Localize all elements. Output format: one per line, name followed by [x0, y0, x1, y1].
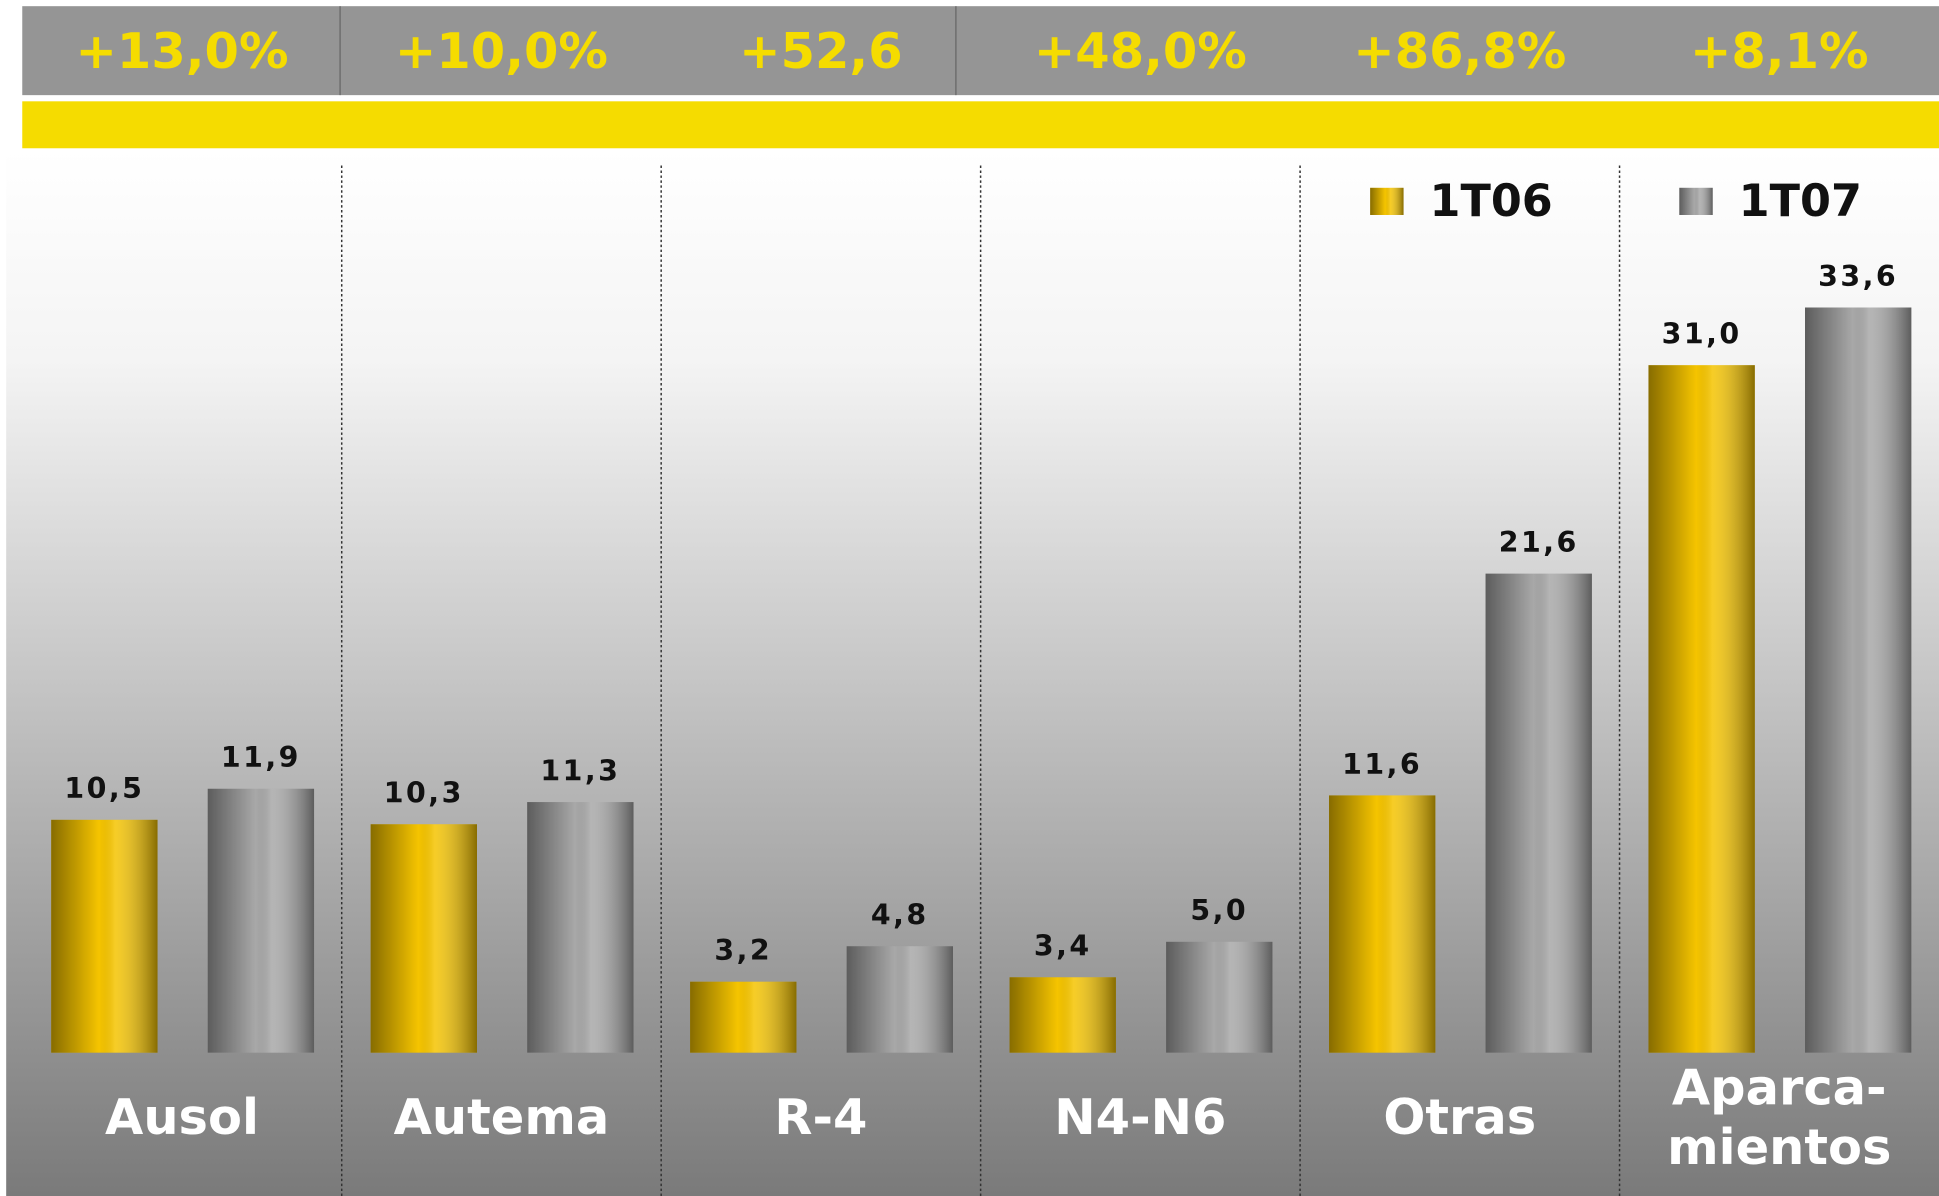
- value-label: 5,0: [1190, 894, 1248, 927]
- bar-shading: [207, 788, 315, 1053]
- header-stripe: [22, 101, 1939, 149]
- bar-shading: [527, 802, 634, 1053]
- value-label: 11,3: [540, 754, 620, 787]
- value-label: 11,6: [1342, 748, 1422, 781]
- legend-swatch-shading: [1679, 187, 1713, 215]
- bar-shading: [1485, 573, 1592, 1053]
- x-tick-label: Autema: [393, 1089, 610, 1147]
- value-label: 11,9: [221, 741, 301, 774]
- x-tick-label: Aparca-mientos: [1667, 1060, 1892, 1177]
- bar-shading: [1329, 795, 1436, 1053]
- bar-shading: [370, 824, 477, 1053]
- x-tick-label: N4-N6: [1054, 1089, 1227, 1147]
- value-label: 4,8: [871, 899, 929, 932]
- growth-label: +48,0%: [1034, 22, 1247, 80]
- value-label: 33,6: [1818, 260, 1898, 293]
- x-tick-label: Otras: [1383, 1089, 1537, 1147]
- growth-label: +10,0%: [395, 22, 608, 80]
- growth-label: +52,6: [739, 22, 902, 80]
- bar-shading: [1805, 307, 1912, 1053]
- legend-swatch-shading: [1370, 187, 1404, 215]
- bar-shading: [1166, 941, 1273, 1053]
- x-tick-label: R-4: [774, 1089, 868, 1147]
- growth-label: +13,0%: [75, 22, 288, 80]
- growth-label: +86,8%: [1353, 22, 1566, 80]
- value-label: 3,2: [714, 934, 772, 967]
- value-label: 10,3: [384, 777, 464, 810]
- bar-shading: [1009, 977, 1116, 1053]
- chart-layer: +13,0% +10,0% +52,6 +48,0% +86,8% +8,1% 10,5 11…: [51, 22, 1912, 1196]
- bar-shading: [1648, 365, 1755, 1053]
- growth-label: +8,1%: [1690, 22, 1869, 80]
- plot-background: [6, 150, 1939, 1196]
- value-label: 31,0: [1662, 318, 1742, 351]
- bar-shading: [51, 819, 158, 1053]
- x-tick-label: Ausol: [105, 1089, 259, 1147]
- value-label: 21,6: [1499, 526, 1579, 559]
- value-label: 3,4: [1034, 930, 1092, 963]
- value-label: 10,5: [64, 772, 144, 805]
- legend-label: 1T06: [1430, 176, 1553, 227]
- header-band: [22, 6, 1939, 96]
- legend-label: 1T07: [1739, 176, 1862, 227]
- bar-shading: [690, 981, 797, 1053]
- bar-shading: [846, 946, 953, 1053]
